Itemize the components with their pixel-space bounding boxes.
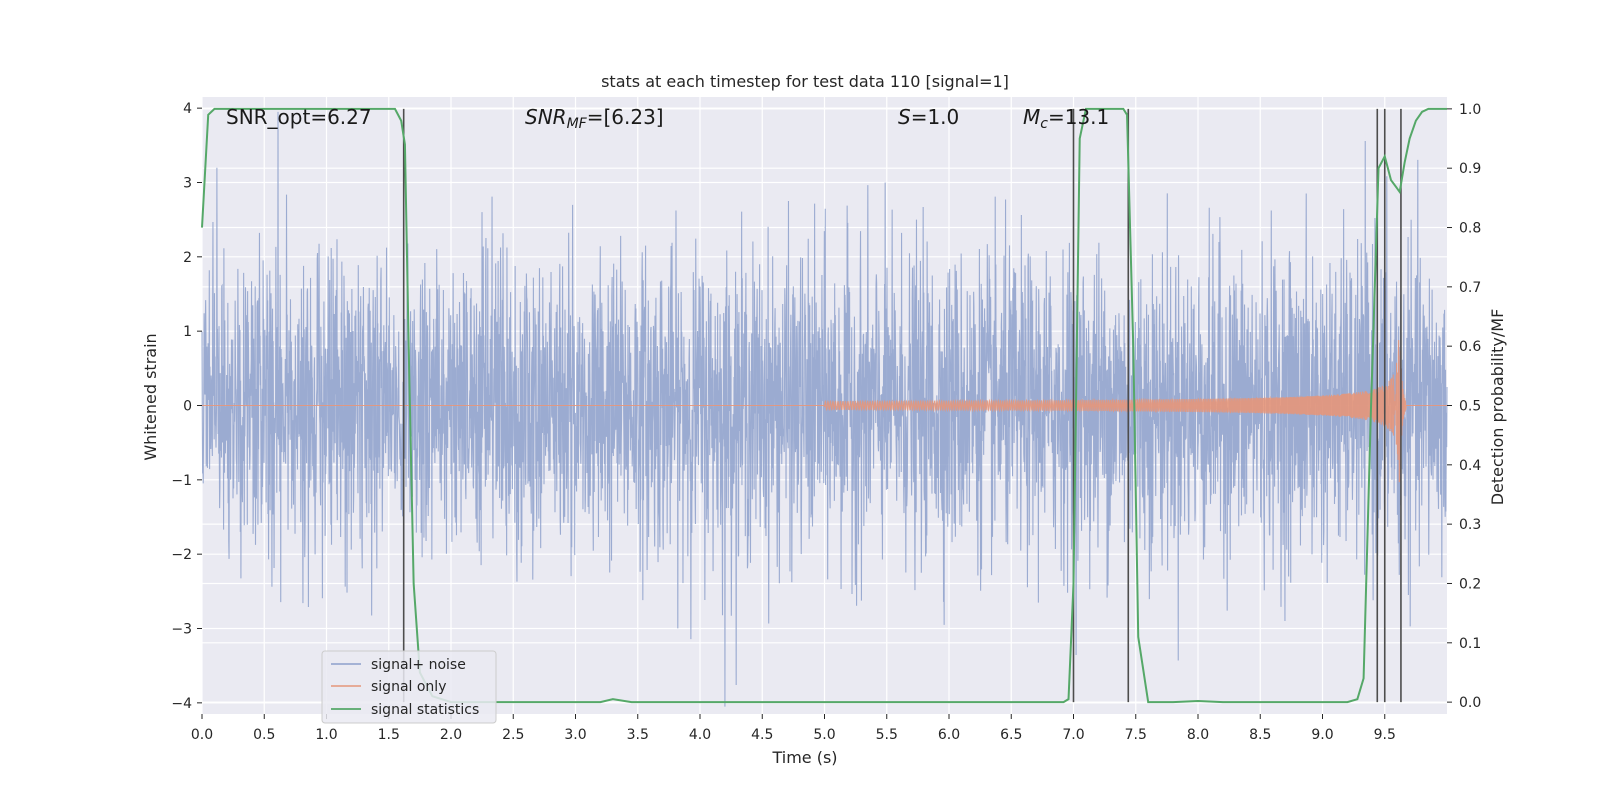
x-tick-label-9: 4.5: [751, 727, 773, 743]
annotation-s-symbol: S: [898, 105, 911, 129]
annotation-snr-mf-value: =[6.23]: [587, 105, 664, 129]
x-tick-label-8: 4.0: [689, 727, 711, 743]
y-right-tick-label-3: 0.3: [1459, 517, 1481, 533]
x-tick-label-1: 0.5: [253, 727, 275, 743]
legend-box: [321, 650, 497, 724]
x-tick-label-5: 2.5: [502, 727, 524, 743]
x-axis-ticks: 0.0 0.5 1.0 1.5 2.0 2.5 3.0 3.5 4.0 4.5 5.0 5.5 6.0 6…: [191, 714, 1396, 743]
y-right-axis-ticks: 0.0 0.1 0.2 0.3 0.4 0.5 0.6 0.7 0.8 0.9 1.0: [1447, 102, 1481, 711]
chart-title: stats at each timestep for test data 110…: [601, 72, 1009, 91]
y-left-tick-label-2: −2: [171, 547, 192, 563]
x-tick-label-6: 3.0: [564, 727, 586, 743]
annotation-mc-value: =13.1: [1048, 105, 1109, 129]
y-right-tick-label-0: 0.0: [1459, 695, 1481, 711]
y-right-tick-label-5: 0.5: [1459, 399, 1481, 415]
y-left-tick-label-5: 1: [183, 324, 192, 340]
annotation-snr-opt: SNR_opt=6.27: [226, 105, 372, 129]
x-tick-label-16: 8.0: [1187, 727, 1209, 743]
y-left-tick-label-4: 0: [183, 399, 192, 415]
x-tick-label-12: 6.0: [938, 727, 960, 743]
signal-statistics-series: [201, 107, 1447, 704]
y-left-tick-label-8: 4: [183, 101, 192, 117]
annotation-s: S=1.0: [898, 105, 959, 129]
x-axis-label: Time (s): [771, 748, 837, 767]
y-right-tick-label-8: 0.8: [1459, 221, 1481, 237]
x-tick-label-4: 2.0: [440, 727, 462, 743]
legend-label-signal-statistics: signal statistics: [371, 702, 479, 718]
x-tick-label-0: 0.0: [191, 727, 213, 743]
x-tick-label-14: 7.0: [1062, 727, 1084, 743]
x-tick-label-7: 3.5: [627, 727, 649, 743]
annotation-mc-subscript: c: [1040, 116, 1048, 132]
y-right-tick-label-2: 0.2: [1459, 576, 1481, 592]
y-left-tick-label-1: −3: [171, 622, 192, 638]
legend: signal+ noise signal only signal statist…: [321, 650, 497, 724]
x-tick-label-17: 8.5: [1249, 727, 1271, 743]
annotation-s-value: =1.0: [911, 105, 960, 129]
y-left-tick-label-3: −1: [171, 473, 192, 489]
y-left-axis-ticks: −4 −3 −2 −1 0 1 2 3 4: [171, 101, 202, 712]
x-tick-label-15: 7.5: [1125, 727, 1147, 743]
x-tick-label-11: 5.5: [876, 727, 898, 743]
annotation-mc-symbol: M: [1023, 105, 1040, 129]
annotation-snr-mf: SNRMF=[6.23]: [525, 105, 664, 132]
x-tick-label-3: 1.5: [378, 727, 400, 743]
y-right-tick-label-7: 0.7: [1459, 280, 1481, 296]
y-right-tick-label-6: 0.6: [1459, 339, 1481, 355]
x-tick-label-2: 1.0: [315, 727, 337, 743]
y-left-axis-label: Whitened strain: [141, 333, 160, 460]
legend-label-signal-plus-noise: signal+ noise: [371, 657, 466, 673]
series-line-signal-statistics: [201, 107, 1447, 704]
y-right-tick-label-1: 0.1: [1459, 636, 1481, 652]
annotation-mc: Mc=13.1: [1023, 105, 1109, 132]
annotation-snr-mf-symbol: SNR: [525, 105, 567, 129]
y-left-tick-label-0: −4: [171, 696, 192, 712]
annotation-snr-mf-subscript: MF: [567, 116, 588, 132]
x-tick-label-19: 9.5: [1374, 727, 1396, 743]
y-left-tick-label-6: 2: [183, 250, 192, 266]
y-right-tick-label-10: 1.0: [1459, 102, 1481, 118]
x-tick-label-18: 9.0: [1311, 727, 1333, 743]
y-right-tick-label-9: 0.9: [1459, 161, 1481, 177]
x-tick-label-10: 5.0: [813, 727, 835, 743]
y-right-tick-label-4: 0.4: [1459, 458, 1481, 474]
x-tick-label-13: 6.5: [1000, 727, 1022, 743]
y-left-tick-label-7: 3: [183, 175, 192, 191]
legend-label-signal-only: signal only: [371, 679, 446, 695]
y-right-axis-label: Detection probability/MF: [1488, 309, 1507, 506]
